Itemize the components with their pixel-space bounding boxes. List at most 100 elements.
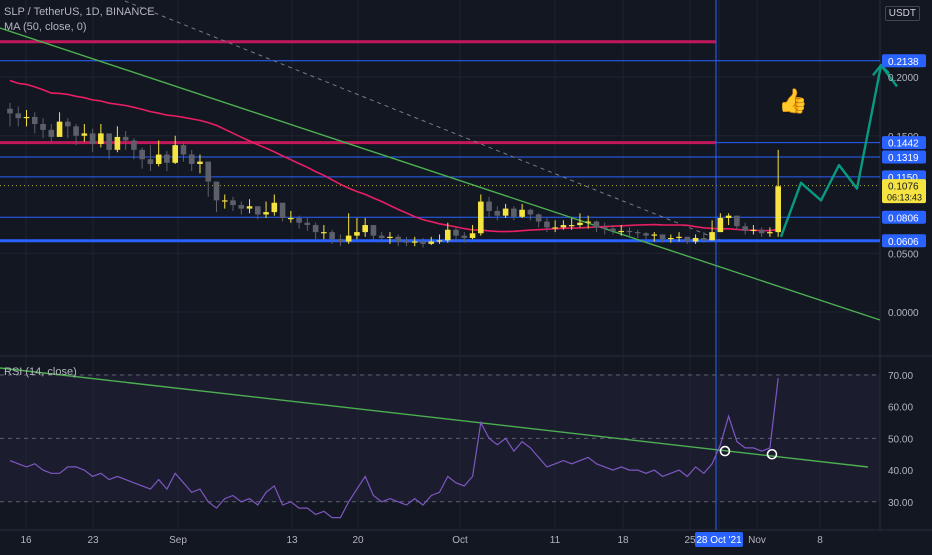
- price-label-text: 0.1150: [888, 173, 918, 184]
- projection-arrowhead: [872, 63, 890, 76]
- candle: [552, 220, 558, 233]
- candle-body: [734, 215, 740, 227]
- candle: [568, 218, 575, 230]
- candle-body: [692, 237, 699, 242]
- candle: [535, 213, 542, 228]
- candle: [601, 222, 608, 235]
- price-tick-label: 0.2000: [888, 73, 919, 84]
- candle: [312, 222, 319, 240]
- candle-body: [304, 222, 311, 226]
- candle-body: [593, 221, 600, 228]
- candle-body: [502, 208, 509, 216]
- candle: [668, 234, 674, 243]
- price-label-text: 0.1076: [888, 182, 919, 193]
- candle-body: [23, 116, 30, 119]
- price-tick-label: 0.0500: [888, 249, 919, 260]
- candle-body: [643, 233, 649, 236]
- candle: [354, 218, 360, 240]
- price-label-box: [882, 210, 926, 224]
- candle-body: [775, 186, 781, 233]
- candle-body: [337, 239, 344, 242]
- candle: [122, 131, 129, 150]
- candle: [461, 232, 468, 243]
- candle-body: [461, 235, 468, 238]
- rsi-line: [9, 378, 779, 519]
- candle-body: [577, 222, 583, 226]
- candle: [296, 215, 302, 229]
- candle: [65, 118, 71, 139]
- candle: [758, 227, 765, 237]
- candle: [684, 236, 691, 244]
- time-tick-label: 20: [352, 535, 364, 546]
- candle-body: [288, 218, 294, 220]
- candle: [131, 138, 137, 160]
- ma-legend[interactable]: MA (50, close, 0): [4, 21, 87, 33]
- candle-body: [263, 212, 269, 215]
- candle: [15, 106, 22, 127]
- candle: [560, 220, 567, 230]
- candle-body: [48, 129, 55, 137]
- ma-line: [9, 79, 779, 233]
- time-tick-label: 13: [286, 535, 298, 546]
- currency-badge[interactable]: USDT: [884, 6, 920, 21]
- candle-body: [312, 225, 319, 233]
- candle: [31, 112, 38, 134]
- candle-body: [511, 208, 517, 217]
- candle: [321, 225, 327, 240]
- time-tick-label: 8: [817, 535, 823, 546]
- candle-body: [255, 206, 261, 215]
- candle: [271, 194, 278, 216]
- rsi-tick-label: 50.00: [888, 434, 913, 445]
- candle-body: [560, 225, 567, 228]
- candle-body: [106, 133, 112, 150]
- candle: [139, 147, 145, 169]
- candle: [188, 149, 195, 171]
- candle-body: [651, 234, 658, 236]
- candle-body: [122, 136, 129, 141]
- price-label-text: 0.1442: [888, 139, 919, 150]
- candle: [618, 225, 625, 236]
- candle: [486, 196, 492, 218]
- candle: [643, 232, 649, 240]
- candle-body: [676, 236, 682, 238]
- time-tick-label: 23: [87, 535, 99, 546]
- rsi-marker-circle: [719, 445, 731, 457]
- candle: [106, 133, 112, 160]
- candle-body: [387, 236, 393, 238]
- candle-body: [56, 121, 63, 137]
- candle-body: [15, 113, 22, 119]
- candle-body: [626, 230, 633, 233]
- price-label-text: 0.0806: [888, 213, 919, 224]
- rsi-legend[interactable]: RSI (14, close): [4, 366, 77, 378]
- candle-body: [98, 133, 104, 144]
- candle: [155, 140, 162, 167]
- symbol-legend[interactable]: SLP / TetherUS, 1D, BINANCE: [4, 6, 155, 18]
- candle: [478, 194, 484, 236]
- candle: [444, 222, 451, 243]
- candle-body: [725, 215, 732, 218]
- candle: [370, 225, 377, 242]
- candle-body: [478, 201, 484, 234]
- candle: [750, 225, 757, 235]
- candle-body: [213, 181, 220, 201]
- candle: [345, 213, 352, 244]
- candle: [387, 232, 393, 244]
- candle-body: [444, 229, 451, 241]
- candle-body: [701, 237, 707, 241]
- candle-body: [164, 154, 170, 163]
- candle-body: [354, 232, 360, 236]
- candle-body: [519, 209, 525, 217]
- candle: [519, 203, 525, 218]
- candle: [246, 199, 253, 214]
- candle: [40, 118, 46, 139]
- candle: [717, 213, 724, 233]
- candle: [213, 181, 220, 213]
- candle-body: [370, 225, 377, 236]
- candle: [469, 225, 476, 240]
- candle-body: [750, 229, 757, 231]
- candle: [164, 151, 170, 171]
- candle: [337, 234, 344, 247]
